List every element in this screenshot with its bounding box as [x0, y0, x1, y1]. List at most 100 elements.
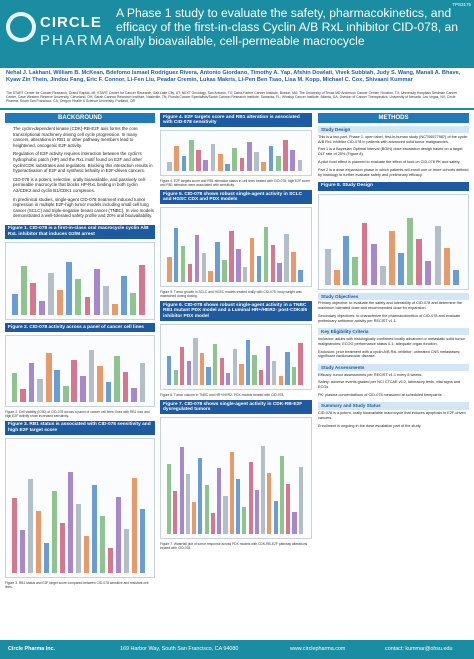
figure-art [194, 234, 200, 283]
figure-art [48, 272, 55, 316]
figure-art [92, 484, 98, 573]
figure-art [249, 237, 255, 283]
figure-art [185, 474, 190, 535]
figure-caption: Figure 8. Study Design [318, 181, 469, 191]
figure-art [54, 369, 61, 402]
figure-art [297, 159, 303, 172]
authors-band: Nehal J. Lakhani, William B. McKean, Bde… [0, 68, 474, 110]
figure-art [343, 235, 350, 285]
figure-art [232, 147, 238, 172]
address: 169 Harbor Way, South San Francisco, CA … [120, 646, 239, 652]
figure-art [198, 457, 203, 535]
figure-art [291, 366, 297, 386]
figure-art [277, 262, 282, 283]
figure-art [35, 510, 42, 573]
logo-text: PHARMA [40, 32, 117, 49]
section-heading: Study Design [318, 126, 469, 134]
figure-art [278, 375, 283, 386]
figure-art [129, 293, 136, 316]
figure-art [20, 389, 26, 402]
figure-art [265, 346, 270, 386]
figure-art [452, 269, 459, 285]
figure-art [407, 217, 414, 285]
figure-art [30, 283, 36, 316]
figure-art [379, 265, 386, 285]
figure-art [71, 359, 78, 402]
logo-ring [6, 12, 36, 42]
figure-art [254, 489, 259, 535]
figure-note: Figure 5. Tumor growth in SCLC and HGSC … [160, 290, 302, 299]
figure-graphic [5, 437, 155, 578]
figure-art [245, 340, 251, 386]
bullet: CID-078 is a potent, selective, orally b… [13, 177, 155, 194]
figure-art [59, 523, 66, 573]
column-heading: METHODS [318, 113, 469, 123]
figure-art [140, 509, 146, 573]
figure-art [167, 162, 172, 172]
figure-art [45, 353, 52, 402]
figure-art [62, 385, 69, 402]
figure-art [181, 156, 187, 172]
figure-art [167, 256, 172, 283]
figure-art [186, 361, 191, 386]
figure-art [20, 265, 27, 316]
figure-art [298, 342, 303, 386]
figure-art [272, 360, 277, 386]
figure-art [84, 535, 90, 573]
figure-art [187, 263, 193, 283]
poster-id: TPS3175 [452, 2, 471, 7]
paragraph: Primary objective: to evaluate the safet… [318, 301, 462, 311]
column: METHODS Study Design This is a two-part, P… [318, 113, 469, 636]
section: Key Eligibility Criteria Inclusion: adult… [318, 328, 469, 361]
figure-art [246, 141, 252, 172]
figure-graphic [160, 417, 312, 540]
figure-caption: Figure 1. CID-078 is a first-in-class or… [5, 224, 155, 240]
figure-art [215, 241, 220, 283]
figure-art [239, 364, 244, 386]
figure-art [131, 388, 137, 402]
authors: Nehal J. Lakhani, William B. McKean, Bde… [6, 70, 461, 83]
header: CIRCLE PHARMA A Phase 1 study to evaluat… [0, 0, 474, 68]
figure-art [239, 158, 245, 172]
section: Summary and Study Status CID-078 is a pot… [318, 402, 469, 430]
paragraph: A pilot food effect is planned to evalua… [318, 160, 461, 165]
figure-note: Figure 4. E2F targets score and RB1 alte… [160, 179, 311, 188]
figure-art [179, 446, 184, 535]
figure-art [97, 366, 103, 402]
figure-art [114, 356, 120, 402]
figure-art [388, 230, 395, 285]
paragraph: Secondary objectives: to characterize th… [318, 314, 461, 323]
figure-art [43, 542, 50, 573]
paragraph: Enrollment is ongoing in the dose escala… [318, 423, 422, 428]
paragraph: Inclusion: adults with histologically co… [318, 336, 465, 346]
figure-art [291, 251, 296, 283]
bullet: In preclinical studies, single-agent CID… [13, 197, 155, 219]
figure-art [217, 468, 222, 535]
figure-art [285, 351, 290, 386]
figure-caption: Figure 2. CID-078 activity across a pane… [5, 323, 155, 332]
figure-art [132, 477, 138, 573]
figure-art [324, 248, 331, 285]
section-heading: Key Eligibility Criteria [318, 328, 469, 336]
figure-art [219, 358, 224, 386]
figure-art [279, 456, 284, 535]
figure-art [174, 146, 179, 172]
figure-art [203, 160, 209, 172]
figure-graphic [160, 130, 312, 177]
figure-art [27, 479, 34, 573]
figure-art [93, 268, 100, 316]
figure-art [252, 355, 257, 386]
figure-art [286, 483, 291, 535]
figure-caption: Figure 6. CID-078 shows robust single-ag… [160, 301, 312, 322]
affiliations: The START Center for Cancer Research, Gr… [6, 91, 458, 104]
figure-art [139, 264, 145, 316]
figure-art [199, 352, 205, 386]
figure-art [270, 244, 275, 283]
figure-art [39, 300, 46, 316]
figure-art [100, 516, 106, 573]
section-heading: Summary and Study Status [318, 402, 469, 410]
paragraph: Part 2 is a dose expansion phase in whic… [318, 167, 469, 177]
figure-note: Figure 7. Waterfall plot of tumor respon… [160, 542, 308, 551]
figure-graphic [5, 334, 155, 407]
bullet: Regulation of E2F activity requires inte… [13, 151, 155, 173]
